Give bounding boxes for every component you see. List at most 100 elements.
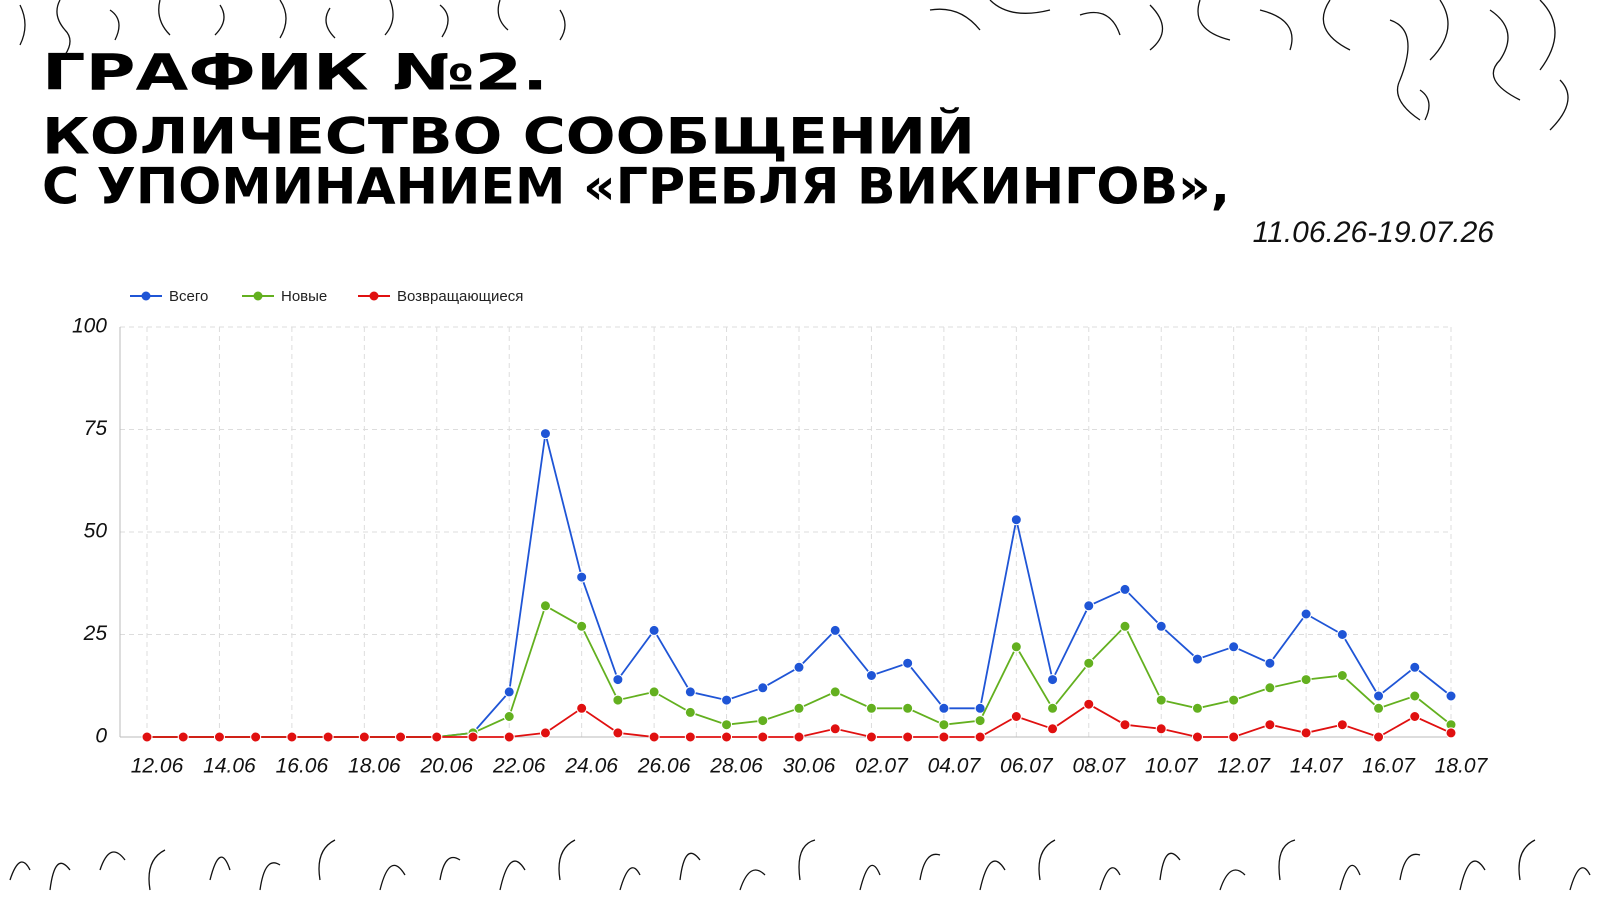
data-point bbox=[1047, 674, 1059, 686]
data-point bbox=[1083, 600, 1095, 612]
x-tick-label: 18.07 bbox=[1435, 755, 1489, 778]
x-tick-label: 06.07 bbox=[1000, 755, 1054, 778]
data-point bbox=[865, 731, 877, 743]
data-point bbox=[684, 706, 696, 718]
data-point bbox=[1373, 690, 1385, 702]
legend-marker bbox=[369, 291, 379, 301]
data-point bbox=[757, 715, 769, 727]
x-tick-label: 18.06 bbox=[348, 755, 401, 778]
y-tick-label: 100 bbox=[72, 315, 107, 338]
data-point bbox=[358, 731, 370, 743]
data-point bbox=[1083, 657, 1095, 669]
x-tick-label: 16.07 bbox=[1362, 755, 1416, 778]
data-point bbox=[576, 571, 588, 583]
chart-subtitle: КОЛИЧЕСТВО СООБЩЕНИЙ bbox=[42, 107, 975, 166]
data-point bbox=[322, 731, 334, 743]
x-tick-label: 12.07 bbox=[1217, 755, 1271, 778]
x-tick-label: 10.07 bbox=[1145, 755, 1199, 778]
data-point bbox=[938, 702, 950, 714]
x-tick-label: 26.06 bbox=[637, 755, 691, 778]
legend-label: Всего bbox=[169, 288, 208, 305]
data-point bbox=[250, 731, 262, 743]
data-point bbox=[431, 731, 443, 743]
legend-label: Возвращающиеся bbox=[397, 288, 523, 305]
data-point bbox=[1047, 723, 1059, 735]
data-point bbox=[1119, 620, 1131, 632]
chart-subtitle: С УПОМИНАНИЕМ «ГРЕБЛЯ ВИКИНГОВ», bbox=[42, 158, 1230, 216]
data-point bbox=[721, 694, 733, 706]
x-tick-label: 20.06 bbox=[419, 755, 473, 778]
data-point bbox=[612, 727, 624, 739]
data-point bbox=[1119, 719, 1131, 731]
x-tick-label: 14.07 bbox=[1290, 755, 1344, 778]
data-point bbox=[829, 723, 841, 735]
data-point bbox=[1373, 731, 1385, 743]
data-point bbox=[974, 731, 986, 743]
y-tick-label: 50 bbox=[84, 520, 108, 543]
y-tick-label: 75 bbox=[84, 417, 108, 440]
data-point bbox=[503, 711, 515, 722]
data-point bbox=[793, 731, 805, 743]
data-point bbox=[213, 731, 225, 743]
legend-label: Новые bbox=[281, 288, 327, 305]
data-point bbox=[938, 719, 950, 731]
x-tick-label: 04.07 bbox=[928, 755, 982, 778]
data-point bbox=[539, 428, 551, 440]
data-point bbox=[1047, 702, 1059, 714]
data-point bbox=[612, 674, 624, 686]
data-point bbox=[829, 624, 841, 636]
data-point bbox=[1191, 702, 1203, 714]
data-point bbox=[684, 731, 696, 743]
data-point bbox=[1010, 514, 1022, 526]
data-point bbox=[1264, 657, 1276, 669]
x-tick-label: 30.06 bbox=[783, 755, 836, 778]
data-point bbox=[1300, 674, 1312, 686]
data-point bbox=[1409, 661, 1421, 673]
data-point bbox=[1264, 719, 1276, 731]
data-point bbox=[757, 731, 769, 743]
legend-marker bbox=[253, 291, 263, 301]
data-point bbox=[793, 702, 805, 714]
data-point bbox=[1228, 694, 1240, 706]
data-point bbox=[1445, 690, 1457, 702]
data-point bbox=[1409, 690, 1421, 702]
x-tick-label: 22.06 bbox=[492, 755, 546, 778]
x-tick-label: 02.07 bbox=[855, 755, 909, 778]
data-point bbox=[721, 731, 733, 743]
data-point bbox=[1336, 719, 1348, 731]
data-point bbox=[539, 727, 551, 739]
data-point bbox=[1155, 694, 1167, 706]
data-point bbox=[503, 686, 515, 698]
data-point bbox=[1228, 641, 1240, 653]
data-point bbox=[1264, 682, 1276, 694]
data-point bbox=[539, 600, 551, 612]
data-point bbox=[467, 731, 479, 743]
data-point bbox=[1083, 698, 1095, 710]
data-point bbox=[1336, 629, 1348, 640]
x-tick-label: 14.06 bbox=[203, 755, 256, 778]
data-point bbox=[576, 620, 588, 632]
data-point bbox=[612, 694, 624, 706]
decoration bbox=[9, 0, 1591, 891]
data-point bbox=[793, 661, 805, 673]
date-range: 11.06.26-19.07.26 bbox=[1253, 216, 1495, 249]
data-point bbox=[503, 731, 515, 743]
data-point bbox=[721, 719, 733, 731]
x-tick-label: 12.06 bbox=[131, 755, 184, 778]
data-point bbox=[938, 731, 950, 743]
data-point bbox=[1010, 711, 1022, 722]
x-tick-label: 28.06 bbox=[709, 755, 763, 778]
data-point bbox=[865, 702, 877, 714]
data-point bbox=[1336, 670, 1348, 681]
y-tick-label: 0 bbox=[95, 725, 107, 748]
data-point bbox=[1119, 583, 1131, 595]
data-point bbox=[648, 624, 660, 636]
data-point bbox=[829, 686, 841, 698]
chart-title: ГРАФИК №2. bbox=[42, 44, 548, 102]
data-point bbox=[648, 731, 660, 743]
data-point bbox=[648, 686, 660, 698]
data-point bbox=[1373, 702, 1385, 714]
data-point bbox=[1191, 653, 1203, 665]
x-tick-label: 16.06 bbox=[276, 755, 329, 778]
